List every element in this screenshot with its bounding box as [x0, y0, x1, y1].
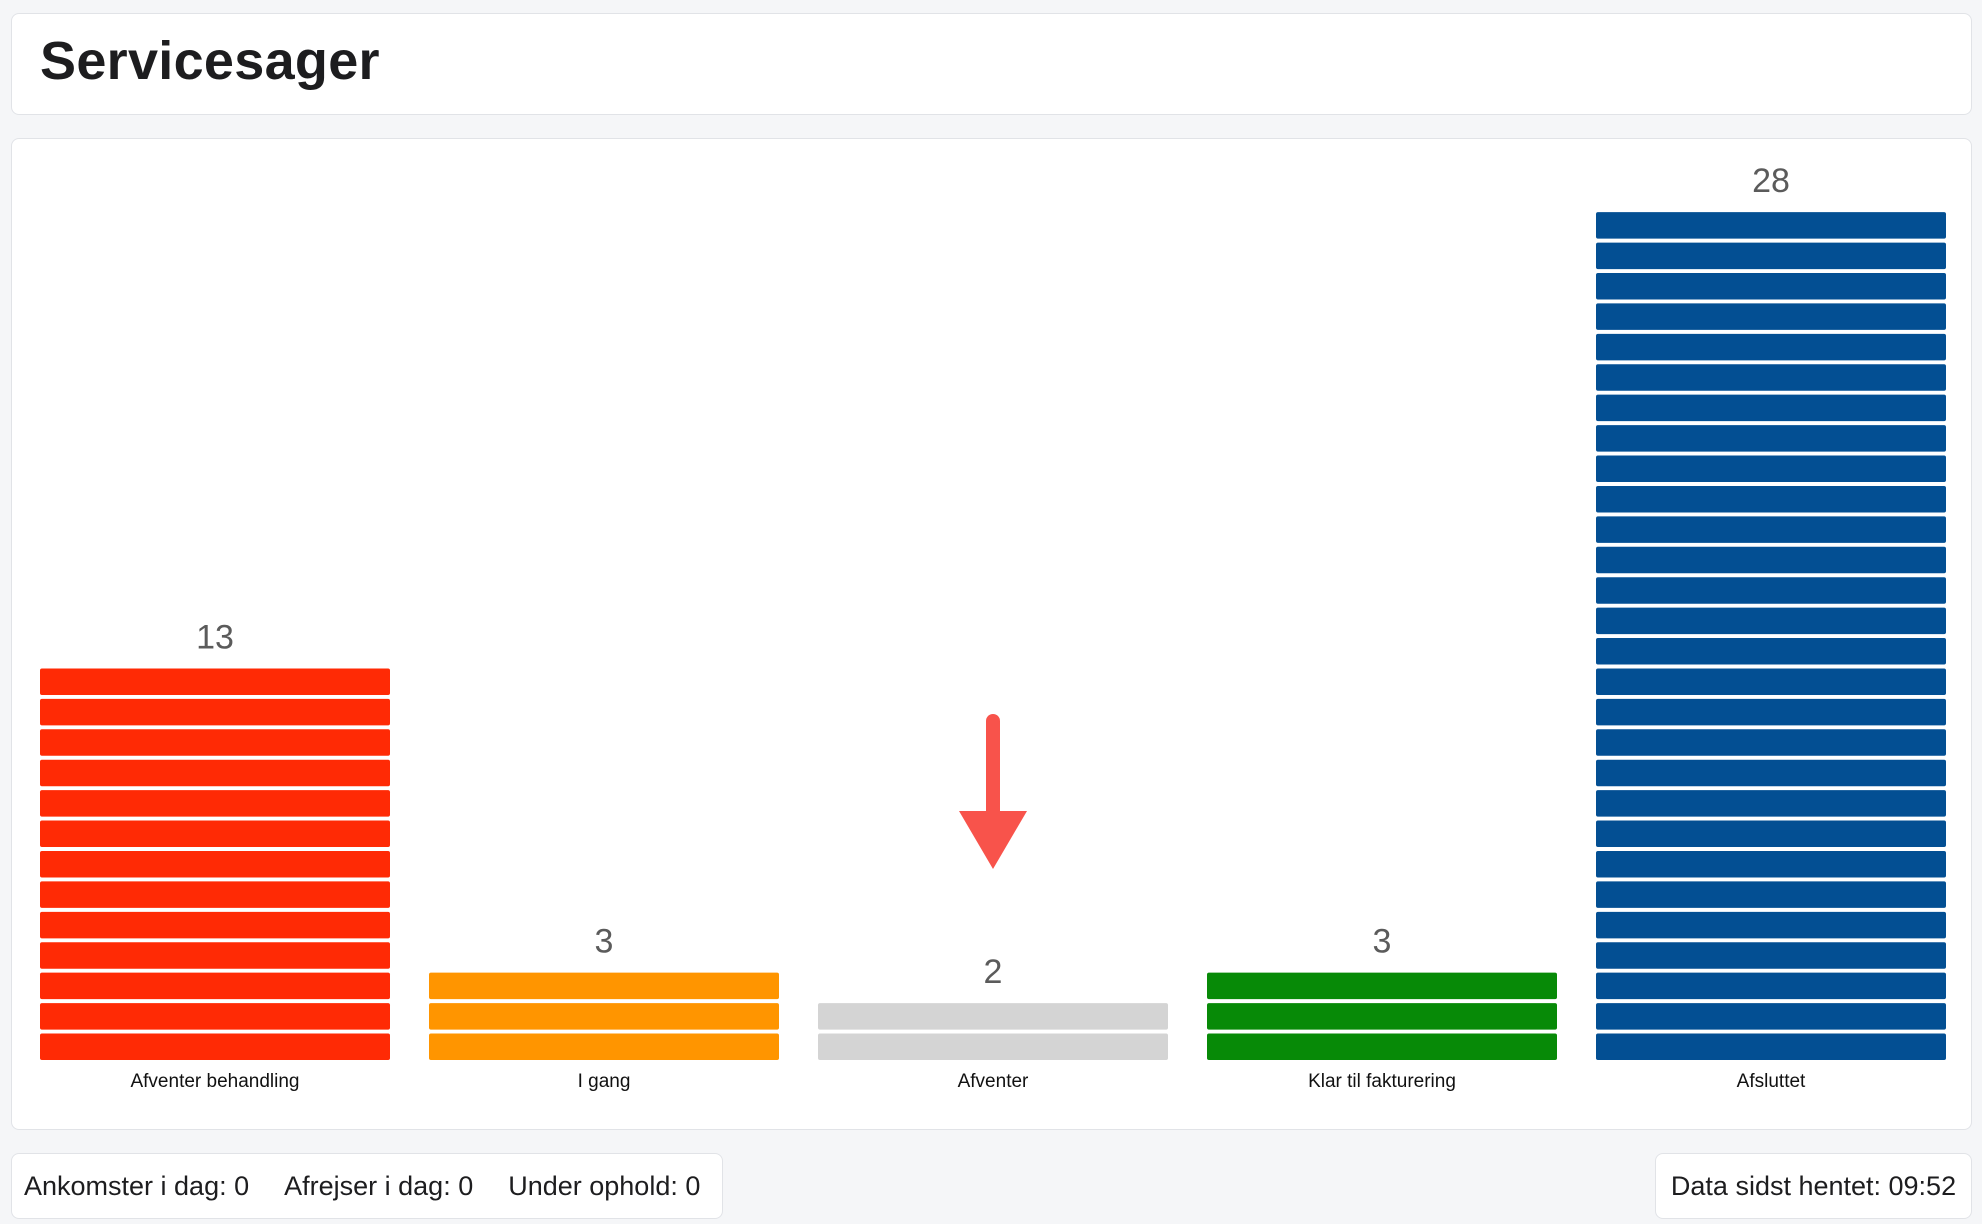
- stats-bar: Ankomster i dag: 0 Afrejser i dag: 0 Und…: [11, 1153, 723, 1219]
- category-label-afventer: Afventer: [958, 1071, 1029, 1092]
- header-card: Servicesager: [11, 13, 1972, 115]
- bar-afsluttet: 28 Afsluttet: [1596, 162, 1946, 1092]
- bar-segment: [1596, 607, 1946, 635]
- bar-segment: [1207, 1003, 1557, 1030]
- bar-segment: [1596, 1003, 1946, 1030]
- arrow-head: [959, 811, 1027, 869]
- value-label-klar-til-fakturering: 3: [1373, 923, 1392, 961]
- bar-segment: [1596, 242, 1946, 270]
- bar-segment: [1596, 455, 1946, 483]
- bar-klar-til-fakturering: 3 Klar til fakturering: [1207, 923, 1557, 1092]
- bar-segment: [40, 759, 390, 787]
- bar-segment: [1596, 638, 1946, 665]
- bar-segment: [1207, 1033, 1557, 1060]
- departures-stat: Afrejser i dag: 0: [284, 1170, 474, 1201]
- value-label-afventer-behandling: 13: [196, 618, 234, 656]
- bar-segment: [1596, 273, 1946, 300]
- bar-segment: [1596, 577, 1946, 604]
- bar-segment: [1596, 911, 1946, 939]
- bar-segment: [40, 698, 390, 726]
- bar-segment: [1596, 212, 1946, 239]
- bar-segment: [1596, 394, 1946, 422]
- category-label-afventer-behandling: Afventer behandling: [130, 1071, 299, 1092]
- bar-i-gang: 3 I gang: [429, 923, 779, 1092]
- value-label-i-gang: 3: [595, 923, 614, 961]
- bar-segment: [40, 790, 390, 817]
- last-fetched-text: Data sidst hentet: 09:52: [1670, 1170, 1957, 1201]
- bar-segment: [1596, 516, 1946, 543]
- chart-card: 13 Afventer behandling 3 I gang 2 Afventer 3 Kl…: [11, 138, 1972, 1130]
- bar-segment: [1596, 1033, 1946, 1060]
- bar-segment: [1596, 546, 1946, 574]
- bar-segment: [40, 729, 390, 756]
- bar-segment: [1596, 881, 1946, 908]
- bar-segment: [818, 1003, 1168, 1030]
- bar-segment: [40, 972, 390, 1000]
- bar-segment: [429, 1003, 779, 1030]
- bar-segment: [1596, 942, 1946, 969]
- staying-stat: Under ophold: 0: [508, 1170, 701, 1201]
- page-title: Servicesager: [40, 31, 380, 91]
- bar-segment: [818, 1033, 1168, 1060]
- bar-segment: [1596, 972, 1946, 1000]
- value-label-afventer: 2: [984, 953, 1003, 991]
- bar-segment: [1596, 333, 1946, 361]
- bar-segment: [1596, 485, 1946, 513]
- bar-segment: [1207, 972, 1557, 1000]
- bar-segment: [40, 850, 390, 878]
- bar-segment: [1596, 303, 1946, 330]
- value-label-afsluttet: 28: [1752, 162, 1790, 200]
- category-label-klar-til-fakturering: Klar til fakturering: [1308, 1071, 1456, 1092]
- bar-segment: [1596, 425, 1946, 452]
- bar-segment: [1596, 729, 1946, 756]
- bar-afventer: 2 Afventer: [818, 953, 1168, 1092]
- bar-segment: [40, 881, 390, 908]
- bar-segment: [40, 1003, 390, 1030]
- bar-segment: [1596, 850, 1946, 878]
- bar-segment: [1596, 364, 1946, 391]
- bar-segment: [1596, 790, 1946, 817]
- bar-segment: [429, 1033, 779, 1060]
- bar-afventer-behandling: 13 Afventer behandling: [40, 618, 390, 1092]
- category-label-afsluttet: Afsluttet: [1737, 1071, 1806, 1092]
- arrivals-stat: Ankomster i dag: 0: [24, 1170, 250, 1201]
- bar-segment: [40, 668, 390, 695]
- last-fetched-box: Data sidst hentet: 09:52: [1655, 1153, 1972, 1219]
- status-bar-chart: 13 Afventer behandling 3 I gang 2 Afventer 3 Kl…: [40, 162, 1946, 1092]
- bar-segment: [40, 911, 390, 939]
- bar-segment: [1596, 698, 1946, 726]
- category-label-i-gang: I gang: [578, 1071, 631, 1092]
- bar-segment: [40, 1033, 390, 1060]
- bar-segment: [40, 820, 390, 848]
- bar-segment: [429, 972, 779, 1000]
- bar-segment: [1596, 759, 1946, 787]
- bar-segment: [1596, 820, 1946, 848]
- bar-segment: [1596, 668, 1946, 695]
- arrow-down-icon: [959, 714, 1027, 869]
- bar-segment: [40, 942, 390, 969]
